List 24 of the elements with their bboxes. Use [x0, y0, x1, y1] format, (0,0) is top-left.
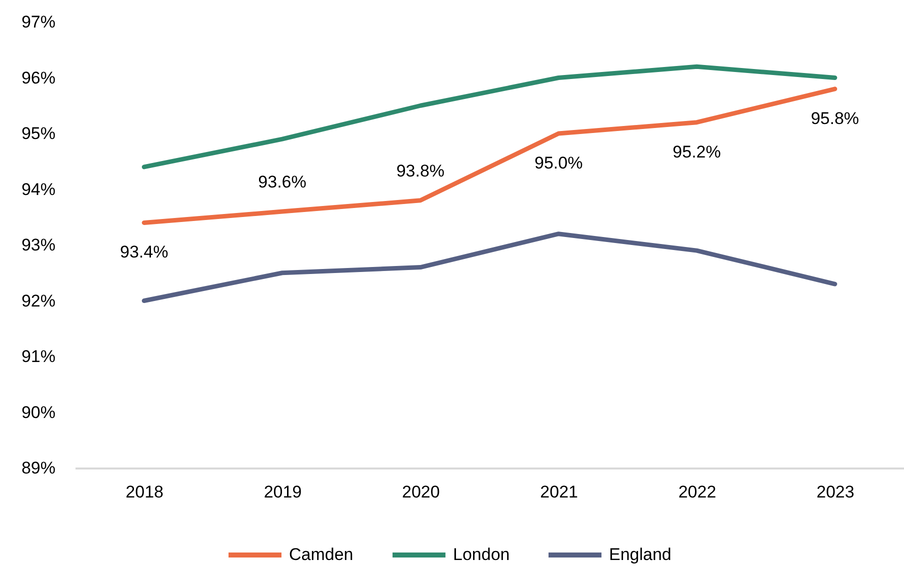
- x-tick-label: 2023: [816, 482, 854, 502]
- y-tick-label: 96%: [21, 68, 56, 88]
- x-tick-label: 2018: [126, 482, 164, 502]
- legend-label: England: [609, 545, 672, 564]
- x-tick-label: 2021: [540, 482, 578, 502]
- data-label: 93.6%: [258, 172, 306, 192]
- y-tick-label: 97%: [21, 12, 56, 32]
- data-label: 93.8%: [396, 161, 445, 180]
- data-label: 95.0%: [534, 154, 583, 172]
- x-tick-label: 2019: [264, 482, 302, 502]
- x-tick-label: 2020: [402, 482, 440, 502]
- y-tick-label: 95%: [21, 124, 56, 143]
- y-tick-label: 89%: [21, 458, 56, 478]
- x-tick-label: 2022: [678, 482, 716, 502]
- y-tick-label: 93%: [21, 236, 56, 254]
- y-tick-label: 92%: [21, 291, 56, 310]
- y-tick-label: 91%: [21, 347, 56, 366]
- data-label: 95.2%: [672, 142, 721, 162]
- legend-label: London: [453, 545, 510, 564]
- data-label: 93.4%: [120, 242, 168, 262]
- legend-label: Camden: [289, 545, 354, 564]
- y-tick-label: 90%: [21, 402, 56, 422]
- data-label: 95.8%: [810, 108, 860, 128]
- y-tick-label: 94%: [21, 180, 56, 199]
